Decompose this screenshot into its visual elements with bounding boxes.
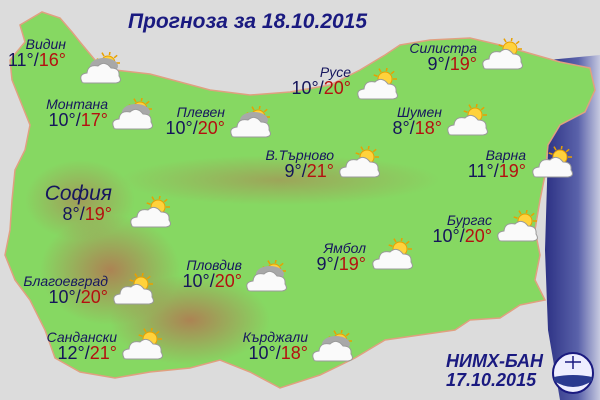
city-forecast: Русе 10°/20° [231,64,351,100]
credit: НИМХ-БАН 17.10.2015 [446,352,543,390]
city-forecast: Шумен 8°/18° [322,104,442,140]
forecast-title: Прогноза за 18.10.2015 [128,10,368,33]
low-temp: 8° [62,204,80,224]
high-temp: 19° [84,204,112,224]
temperature-range: 11°/19° [467,161,526,181]
city-name: Варна [485,147,526,163]
city-forecast: Монтана 10°/17° [0,96,108,132]
city-name: Шумен [397,104,442,120]
black-sea [545,55,600,400]
high-temp: 16° [38,50,66,70]
city-name: Монтана [46,96,108,112]
low-temp: 10° [291,78,319,98]
high-temp: 18° [414,118,442,138]
partly-cloudy-grey-icon [246,260,287,292]
low-temp: 10° [432,226,460,246]
nimh-logo-icon [552,352,594,394]
high-temp: 18° [280,343,308,363]
city-forecast: В.Търново 9°/21° [214,147,334,183]
temperature-range: 9°/21° [284,161,334,181]
temperature-range: 11°/16° [7,50,66,70]
high-temp: 20° [80,287,108,307]
low-temp: 9° [316,254,334,274]
city-name: Плевен [176,104,225,120]
low-temp: 12° [57,343,85,363]
high-temp: 19° [498,161,526,181]
low-temp: 10° [248,343,276,363]
city-name: Русе [319,64,351,80]
city-name: Сандански [46,329,117,345]
temperature-range: 10°/17° [48,110,108,130]
partly-cloudy-icon [130,196,171,228]
issue-date: 17.10.2015 [446,370,537,390]
city-forecast: Силистра 9°/19° [357,40,477,76]
partly-cloudy-icon [339,146,380,178]
temperature-range: 10°/20° [48,287,108,307]
city-forecast: Варна 11°/19° [406,147,526,183]
city-name: Благоевград [23,273,108,289]
low-temp: 10° [48,287,76,307]
city-forecast: Благоевград 10°/20° [0,273,108,309]
high-temp: 17° [80,110,108,130]
temperature-range: 10°/20° [182,271,242,291]
low-temp: 9° [427,54,445,74]
partly-cloudy-icon [447,104,488,136]
low-temp: 9° [284,161,302,181]
temperature-range: 8°/19° [62,204,112,224]
temperature-range: 8°/18° [392,118,442,138]
partly-cloudy-icon [532,146,573,178]
city-forecast: Бургас 10°/20° [372,212,492,248]
low-temp: 8° [392,118,410,138]
city-forecast: Кърджали 10°/18° [188,329,308,365]
temperature-range: 10°/20° [432,226,492,246]
city-name: Кърджали [242,329,308,345]
partly-cloudy-icon [357,68,398,100]
high-temp: 20° [464,226,492,246]
high-temp: 21° [89,343,117,363]
city-name: Силистра [409,40,477,56]
city-name: Бургас [446,212,492,228]
city-forecast: Ямбол 9°/19° [246,240,366,276]
city-name: В.Търново [265,147,334,163]
temperature-range: 9°/19° [316,254,366,274]
partly-cloudy-grey-icon [80,52,121,84]
low-temp: 10° [48,110,76,130]
high-temp: 19° [338,254,366,274]
temperature-range: 10°/20° [165,118,225,138]
city-name: София [44,182,112,205]
partly-cloudy-icon [482,38,523,70]
temperature-range: 10°/20° [291,78,351,98]
partly-cloudy-grey-icon [112,98,153,130]
city-name: Видин [25,36,66,52]
city-forecast: Видин 11°/16° [0,36,66,72]
city-name: Пловдив [186,257,242,273]
low-temp: 10° [165,118,193,138]
temperature-range: 12°/21° [57,343,117,363]
city-name: Ямбол [323,240,366,256]
city-forecast: Пловдив 10°/20° [122,257,242,293]
high-temp: 21° [306,161,334,181]
partly-cloudy-grey-icon [312,330,353,362]
city-forecast: София 8°/19° [0,182,112,226]
city-forecast: Сандански 12°/21° [0,329,117,365]
high-temp: 19° [449,54,477,74]
partly-cloudy-grey-icon [230,106,271,138]
high-temp: 20° [197,118,225,138]
low-temp: 10° [182,271,210,291]
high-temp: 20° [323,78,351,98]
city-forecast: Плевен 10°/20° [105,104,225,140]
partly-cloudy-icon [497,210,538,242]
partly-cloudy-icon [113,273,154,305]
low-temp: 11° [7,50,34,70]
low-temp: 11° [467,161,494,181]
temperature-range: 10°/18° [248,343,308,363]
partly-cloudy-icon [372,238,413,270]
org-name: НИМХ-БАН [446,351,543,371]
temperature-range: 9°/19° [427,54,477,74]
partly-cloudy-icon [122,328,163,360]
high-temp: 20° [214,271,242,291]
